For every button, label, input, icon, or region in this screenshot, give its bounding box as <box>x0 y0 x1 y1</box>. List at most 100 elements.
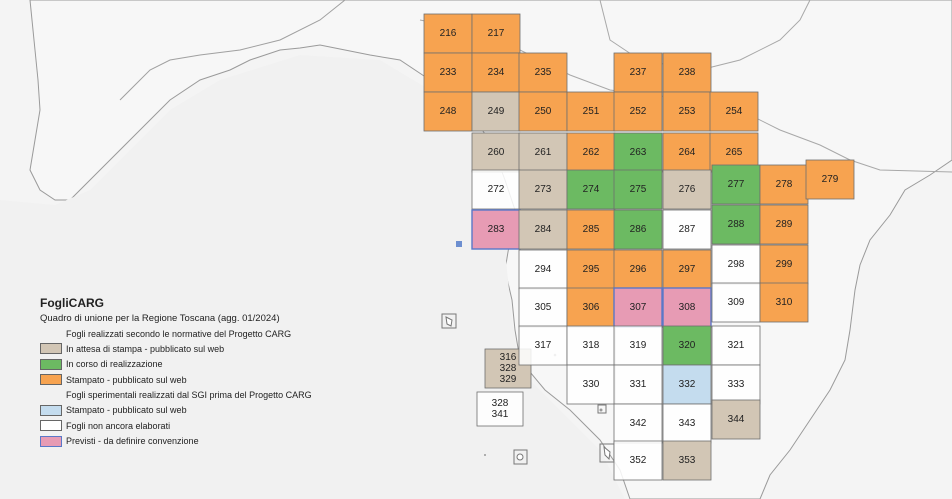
sheet-cell-238[interactable] <box>662 52 712 93</box>
sheet-253[interactable]: 253 <box>662 91 712 132</box>
sheet-276[interactable]: 276 <box>662 169 712 210</box>
sheet-cell-332[interactable] <box>662 364 712 405</box>
sheet-cell-331[interactable] <box>613 364 663 405</box>
sheet-cell-276[interactable] <box>662 169 712 210</box>
sheet-cell-352[interactable] <box>613 440 663 481</box>
sheet-cell-305[interactable] <box>518 287 568 328</box>
sheet-331[interactable]: 331 <box>613 364 663 405</box>
sheet-cell-285[interactable] <box>566 209 616 250</box>
sheet-344[interactable]: 344 <box>711 399 761 440</box>
sheet-cell-353[interactable] <box>662 440 712 481</box>
sheet-251[interactable]: 251 <box>566 91 616 132</box>
sheet-cell-263[interactable] <box>613 132 663 173</box>
sheet-cell-277[interactable] <box>711 164 761 205</box>
sheet-343[interactable]: 343 <box>662 403 712 444</box>
sheet-262[interactable]: 262 <box>566 132 616 173</box>
sheet-309[interactable]: 309 <box>711 282 761 323</box>
sheet-332[interactable]: 332 <box>662 364 712 405</box>
sheet-cell-306[interactable] <box>566 287 616 328</box>
sheet-cell-249[interactable] <box>471 91 521 132</box>
sheet-288[interactable]: 288 <box>711 204 761 245</box>
sheet-cell-234[interactable] <box>471 52 521 93</box>
sheet-cell-251[interactable] <box>566 91 616 132</box>
sheet-274[interactable]: 274 <box>566 169 616 210</box>
sheet-272[interactable]: 272 <box>471 169 521 210</box>
sheet-263[interactable]: 263 <box>613 132 663 173</box>
sheet-284[interactable]: 284 <box>518 209 568 250</box>
sheet-cell-254[interactable] <box>709 91 759 132</box>
sheet-216[interactable]: 216 <box>423 13 473 54</box>
sheet-cell-296[interactable] <box>613 249 663 290</box>
sheet-cell-273[interactable] <box>518 169 568 210</box>
sheet-cell-283[interactable] <box>471 209 521 250</box>
sheet-310[interactable]: 310 <box>759 282 809 323</box>
sheet-295[interactable]: 295 <box>566 249 616 290</box>
sheet-297[interactable]: 297 <box>662 249 712 290</box>
sheet-cell-248[interactable] <box>423 91 473 132</box>
sheet-305[interactable]: 305 <box>518 287 568 328</box>
sheet-277[interactable]: 277 <box>711 164 761 205</box>
sheet-cell-289[interactable] <box>759 204 809 245</box>
sheet-321[interactable]: 321 <box>711 325 761 366</box>
sheet-250[interactable]: 250 <box>518 91 568 132</box>
sheet-278[interactable]: 278 <box>759 164 809 205</box>
sheet-234[interactable]: 234 <box>471 52 521 93</box>
sheet-233[interactable]: 233 <box>423 52 473 93</box>
sheet-264[interactable]: 264 <box>662 132 712 173</box>
sheet-235[interactable]: 235 <box>518 52 568 93</box>
sheet-cell-319[interactable] <box>613 325 663 366</box>
sheet-cell-298[interactable] <box>711 244 761 285</box>
sheet-cell-252[interactable] <box>613 91 663 132</box>
sheet-cell-318[interactable] <box>566 325 616 366</box>
sheet-cell-272[interactable] <box>471 169 521 210</box>
sheet-306[interactable]: 306 <box>566 287 616 328</box>
sheet-308[interactable]: 308 <box>662 287 712 328</box>
sheet-330[interactable]: 330 <box>566 364 616 405</box>
sheet-cell-343[interactable] <box>662 403 712 444</box>
sheet-279[interactable]: 279 <box>805 159 855 200</box>
sheet-352[interactable]: 352 <box>613 440 663 481</box>
sheet-333[interactable]: 333 <box>711 364 761 405</box>
sheet-275[interactable]: 275 <box>613 169 663 210</box>
sheet-294[interactable]: 294 <box>518 249 568 290</box>
sheet-307[interactable]: 307 <box>613 287 663 328</box>
sheet-298[interactable]: 298 <box>711 244 761 285</box>
sheet-299[interactable]: 299 <box>759 244 809 285</box>
sheet-cell-286[interactable] <box>613 209 663 250</box>
sheet-cell-233[interactable] <box>423 52 473 93</box>
sheet-252[interactable]: 252 <box>613 91 663 132</box>
sheet-cell-330[interactable] <box>566 364 616 405</box>
sheet-cell-342[interactable] <box>613 403 663 444</box>
sheet-254[interactable]: 254 <box>709 91 759 132</box>
sheet-248[interactable]: 248 <box>423 91 473 132</box>
sheet-261[interactable]: 261 <box>518 132 568 173</box>
sheet-289[interactable]: 289 <box>759 204 809 245</box>
sheet-237[interactable]: 237 <box>613 52 663 93</box>
sheet-cell-275[interactable] <box>613 169 663 210</box>
sheet-cell-264[interactable] <box>662 132 712 173</box>
sheet-cell-333[interactable] <box>711 364 761 405</box>
sheet-273[interactable]: 273 <box>518 169 568 210</box>
sheet-cell-235[interactable] <box>518 52 568 93</box>
sheet-296[interactable]: 296 <box>613 249 663 290</box>
sheet-318[interactable]: 318 <box>566 325 616 366</box>
sheet-cell-274[interactable] <box>566 169 616 210</box>
sheet-285[interactable]: 285 <box>566 209 616 250</box>
sheet-cell-310[interactable] <box>759 282 809 323</box>
sheet-cell-309[interactable] <box>711 282 761 323</box>
sheet-249[interactable]: 249 <box>471 91 521 132</box>
sheet-342[interactable]: 342 <box>613 403 663 444</box>
sheet-283[interactable]: 283 <box>471 209 521 250</box>
sheet-cell-279[interactable] <box>805 159 855 200</box>
sheet-cell-284[interactable] <box>518 209 568 250</box>
sheet-260[interactable]: 260 <box>471 132 521 173</box>
sheet-cell-344[interactable] <box>711 399 761 440</box>
sheet-cell-320[interactable] <box>662 325 712 366</box>
sheet-238[interactable]: 238 <box>662 52 712 93</box>
sheet-353[interactable]: 353 <box>662 440 712 481</box>
sheet-cell-297[interactable] <box>662 249 712 290</box>
sheet-cell-294[interactable] <box>518 249 568 290</box>
sheet-cell-307[interactable] <box>613 287 663 328</box>
